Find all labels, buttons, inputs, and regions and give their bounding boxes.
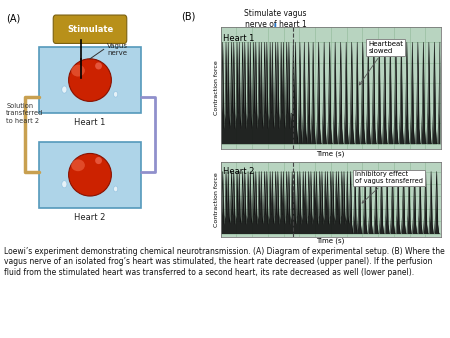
Ellipse shape bbox=[95, 62, 102, 69]
Text: Solution
transferred
to heart 2: Solution transferred to heart 2 bbox=[6, 103, 44, 124]
Ellipse shape bbox=[68, 153, 112, 196]
Text: Loewi’s experiment demonstrating chemical neurotransmission. (A) Diagram of expe: Loewi’s experiment demonstrating chemica… bbox=[4, 247, 445, 276]
Text: Stimulate: Stimulate bbox=[67, 25, 113, 34]
X-axis label: Time (s): Time (s) bbox=[316, 150, 345, 156]
Circle shape bbox=[71, 75, 75, 80]
Ellipse shape bbox=[95, 157, 102, 164]
FancyBboxPatch shape bbox=[53, 15, 127, 43]
Circle shape bbox=[80, 165, 83, 170]
Text: Inhibitory effect
of vagus transferred: Inhibitory effect of vagus transferred bbox=[355, 171, 423, 203]
Circle shape bbox=[62, 180, 67, 188]
Y-axis label: Contraction force: Contraction force bbox=[214, 61, 219, 115]
Ellipse shape bbox=[71, 65, 85, 77]
Text: Stimulate vagus
nerve of heart 1: Stimulate vagus nerve of heart 1 bbox=[244, 9, 306, 28]
FancyBboxPatch shape bbox=[39, 47, 141, 113]
Text: Vagus
nerve: Vagus nerve bbox=[107, 43, 128, 56]
Text: Heart 2: Heart 2 bbox=[74, 213, 106, 222]
Ellipse shape bbox=[68, 59, 112, 101]
Text: Heart 1: Heart 1 bbox=[74, 118, 106, 127]
Text: (B): (B) bbox=[181, 11, 195, 22]
Y-axis label: Contraction force: Contraction force bbox=[214, 172, 219, 227]
Circle shape bbox=[113, 186, 118, 192]
Text: Heart 2: Heart 2 bbox=[223, 167, 254, 176]
Text: Heartbeat
slowed: Heartbeat slowed bbox=[360, 41, 403, 85]
Text: Heart 1: Heart 1 bbox=[223, 34, 254, 43]
Ellipse shape bbox=[71, 159, 85, 171]
Circle shape bbox=[89, 80, 91, 84]
FancyBboxPatch shape bbox=[39, 142, 141, 208]
Circle shape bbox=[113, 92, 118, 97]
X-axis label: Time (s): Time (s) bbox=[316, 238, 345, 244]
Text: (A): (A) bbox=[6, 14, 20, 24]
Circle shape bbox=[62, 86, 67, 93]
